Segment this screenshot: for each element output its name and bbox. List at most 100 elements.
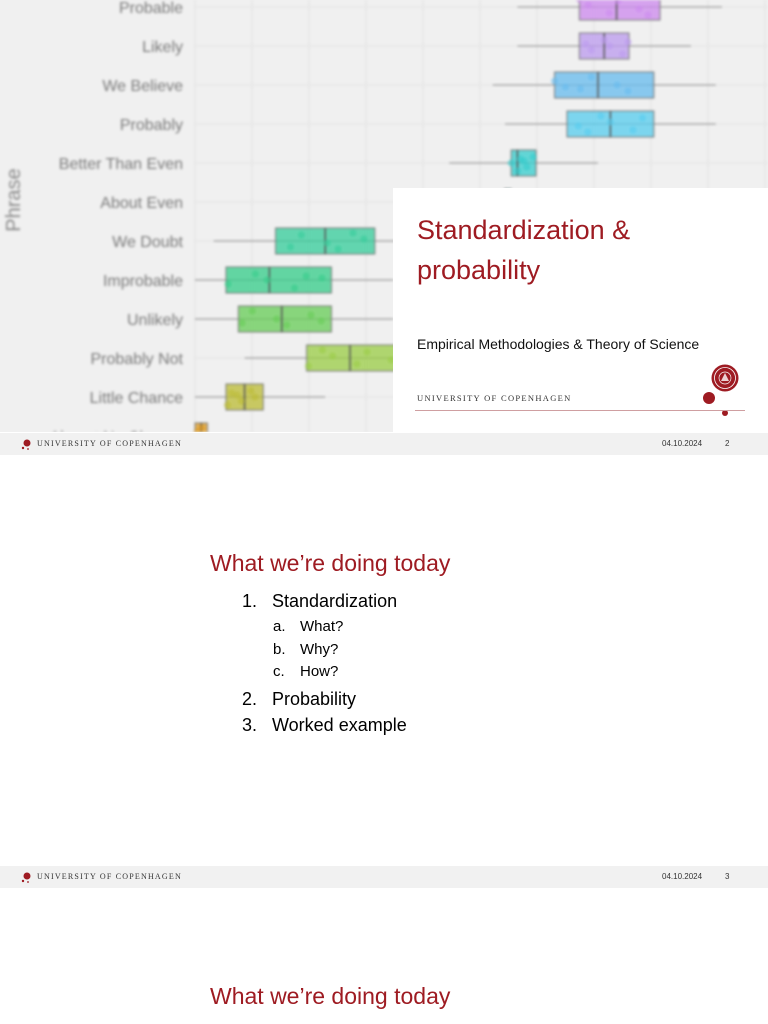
slide-heading: What we’re doing today [210,983,451,1009]
data-point [334,245,342,253]
data-point [619,50,627,58]
data-point [353,360,361,368]
data-point [614,0,622,5]
data-point [360,235,368,243]
data-point [349,229,357,237]
data-point [605,9,613,17]
background-boxplot-chart: Phrase Probable Likely We Believe Probably Be… [0,0,768,432]
data-point [247,387,255,395]
y-tick-label: Probably [120,117,183,134]
footer-university: UNIVERSITY OF COPENHAGEN [37,872,182,881]
data-point [248,307,256,315]
data-point [318,274,326,282]
data-point [302,272,310,280]
y-tick-label: We Believe [102,78,183,95]
y-tick-label: Better Than Even [59,156,183,173]
data-point [624,87,632,95]
data-point [587,46,595,54]
agenda-sub-item: c. How? [273,662,407,685]
data-point [323,239,331,247]
data-point [639,114,647,122]
data-point [228,389,236,397]
data-point [252,270,260,278]
boxplot-svg: Phrase Probable Likely We Believe Probably Be… [3,0,768,432]
footer-date: 04.10.2024 [662,872,703,881]
footer-date: 04.10.2024 [662,439,703,448]
agenda-label: Probability [272,688,357,709]
data-point [297,231,305,239]
data-point [584,1,592,9]
data-point [223,401,231,409]
data-point [516,155,524,163]
data-point [576,85,584,93]
agenda-sub-item: a. What? [273,617,407,640]
agenda-number: 1. [242,591,258,611]
data-point [551,77,559,85]
box [554,71,655,99]
slide-heading: What we’re doing today [210,550,451,576]
data-point [307,311,315,319]
y-tick-label: Improbable [103,273,183,290]
sub-letter: b. [273,640,286,658]
slide-title: Standardization & probability [417,215,631,285]
y-tick-label: Likely [142,39,183,56]
data-point [317,317,325,325]
footer-university: UNIVERSITY OF COPENHAGEN [37,439,182,448]
data-point [318,346,326,354]
divider-line [415,410,745,411]
y-tick-label: Little Chance [90,390,183,407]
data-point [600,36,608,44]
data-point [263,276,271,284]
data-point [329,352,337,360]
slide-subtitle: Empirical Methodologies & Theory of Scie… [417,336,700,352]
logo-dot-small [722,410,728,416]
data-point [576,0,583,3]
title-panel: Standardization & probability Empirical … [393,188,768,432]
agenda-item: 2. Probability [242,689,407,715]
sub-label: Why? [300,640,339,658]
agenda-sub-item: b. Why? [273,640,407,663]
agenda-sub-list: a. What? b. Why? c. How? [273,617,407,685]
sub-label: How? [300,663,339,680]
y-tick-label: Unlikely [127,312,183,329]
data-point [629,126,637,134]
data-point [233,391,241,399]
data-point [582,40,590,48]
data-point [587,73,595,81]
data-point [523,163,531,171]
box [578,0,661,21]
y-tick-label: We Doubt [112,234,183,251]
data-point [283,321,291,329]
data-point [584,128,592,136]
data-point [224,280,232,288]
data-point [238,319,246,327]
data-point [251,393,259,401]
university-logo-icon [21,872,31,883]
agenda-number: 3. [242,714,258,735]
university-seal-icon [711,364,739,392]
agenda-list: 1. Standardization a. What? b. Why? c. H… [242,591,407,741]
data-point [606,42,614,50]
data-point [198,424,206,432]
data-point [635,5,643,13]
sub-letter: a. [273,618,286,635]
data-point [507,159,515,167]
y-tick-label: Almost No Chance [50,429,183,432]
box [225,266,332,294]
data-point [644,11,652,19]
box [306,344,401,372]
data-point [514,167,522,175]
y-axis-title: Phrase [3,168,25,231]
data-point [273,315,281,323]
sub-label: What? [300,618,344,635]
data-point [237,397,245,405]
title-slide: Phrase Probable Likely We Believe Probably Be… [0,0,768,432]
y-tick-label: Probable [119,0,183,17]
footer-page-number: 2 [725,439,730,448]
slide-footer: UNIVERSITY OF COPENHAGEN 04.10.2024 3 [0,866,768,888]
logo-dot-large [703,392,715,404]
agenda-label: Worked example [272,714,407,735]
university-name: UNIVERSITY OF COPENHAGEN [417,393,572,403]
y-tick-label: Probably Not [91,351,184,368]
data-point [613,81,621,89]
